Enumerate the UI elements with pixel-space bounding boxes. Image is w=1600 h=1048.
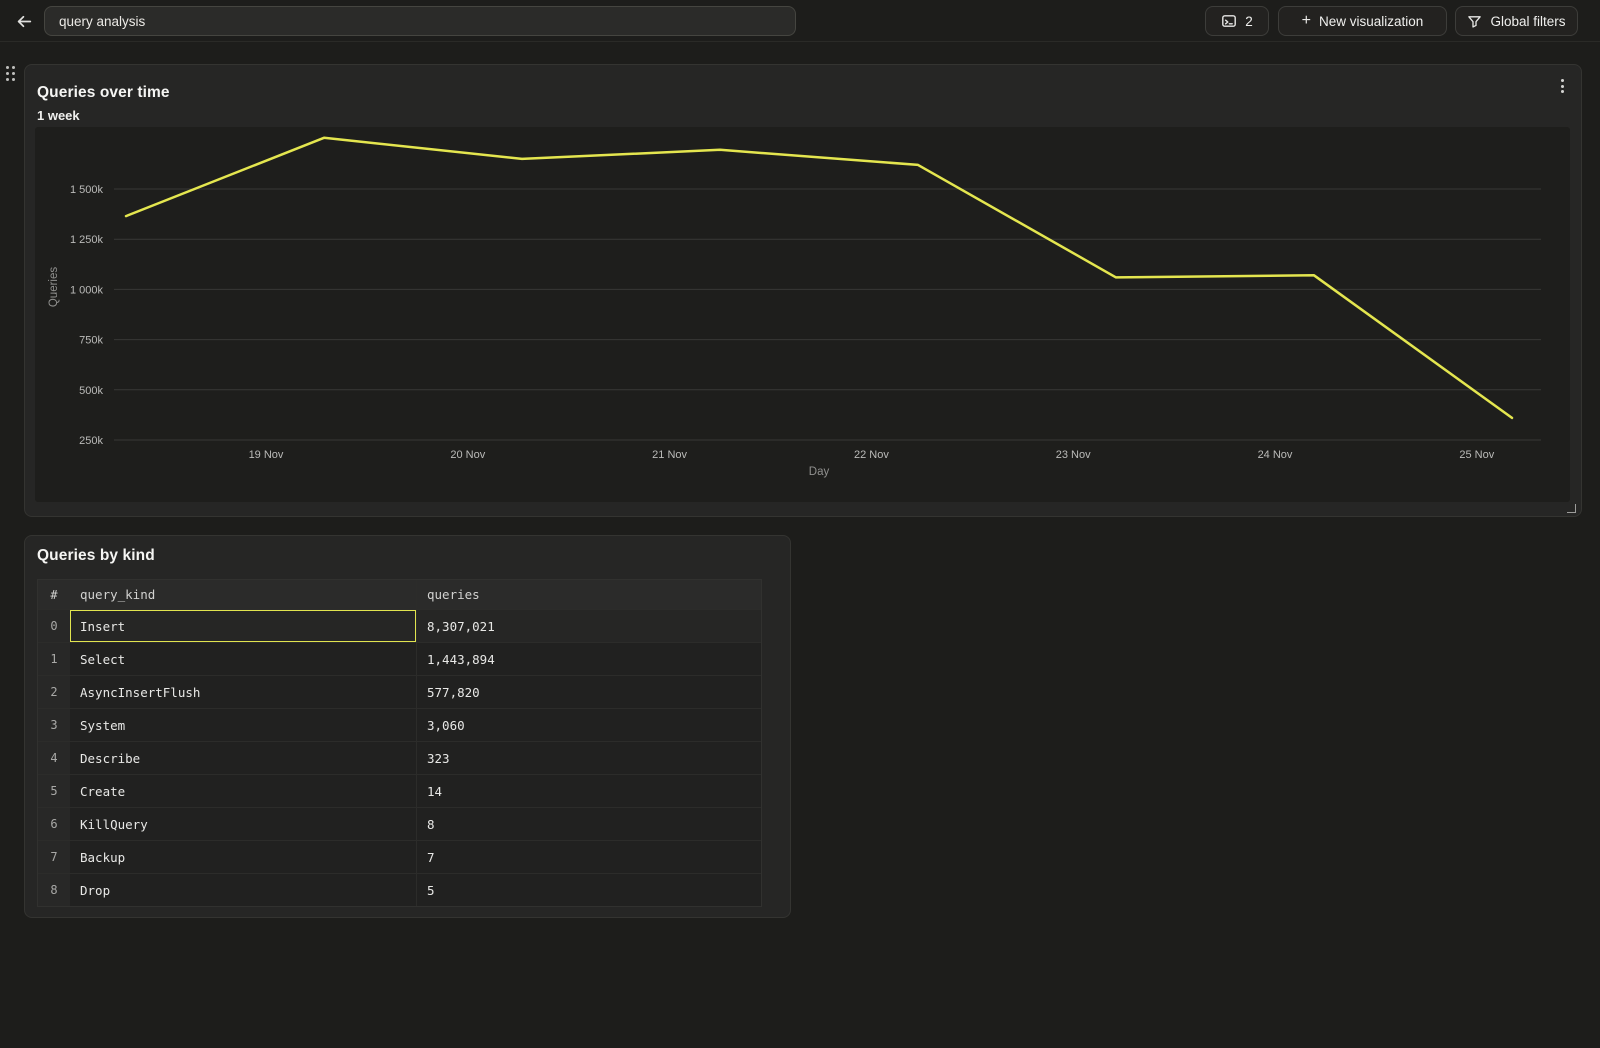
column-header-index[interactable]: # xyxy=(50,587,58,602)
query-kind-cell[interactable]: Drop xyxy=(80,882,111,898)
query-kind-cell[interactable]: AsyncInsertFlush xyxy=(80,684,201,700)
row-index-cell[interactable]: 4 xyxy=(38,742,70,774)
y-tick-label: 1 250k xyxy=(70,234,104,246)
queries-value-cell[interactable]: 14 xyxy=(416,775,761,807)
queries-value-cell[interactable]: 8 xyxy=(416,808,761,840)
top-bar: 2 + New visualization Global filters xyxy=(0,0,1600,42)
sql-console-icon xyxy=(1222,15,1237,27)
arrow-left-icon xyxy=(17,15,31,27)
queries-table: # query_kind queries 0 Insert 8,307,021 1 Se… xyxy=(37,579,762,907)
new-visualization-button[interactable]: + New visualization xyxy=(1278,6,1447,36)
x-tick-label: 19 Nov xyxy=(249,449,284,461)
queries-by-kind-panel: Queries by kind # query_kind queries 0 In… xyxy=(24,535,791,918)
query-kind-cell[interactable]: KillQuery xyxy=(80,816,148,832)
queries-value-cell[interactable]: 5 xyxy=(416,874,761,906)
query-kind-cell[interactable]: Backup xyxy=(80,849,126,865)
row-index-cell[interactable]: 7 xyxy=(38,841,70,873)
queries-series-line[interactable] xyxy=(124,136,1514,420)
global-filters-label: Global filters xyxy=(1490,13,1566,29)
y-tick-label: 500k xyxy=(79,385,103,397)
table-panel-title: Queries by kind xyxy=(37,547,155,564)
table-header-row: # query_kind queries xyxy=(38,580,761,609)
queries-value-cell[interactable]: 3,060 xyxy=(416,709,761,741)
y-axis-label: Queries xyxy=(48,267,60,308)
dashboard-title-input[interactable] xyxy=(44,6,796,36)
row-index-cell[interactable]: 5 xyxy=(38,775,70,807)
column-header-kind[interactable]: query_kind xyxy=(80,587,156,602)
query-kind-cell[interactable]: Create xyxy=(80,783,126,799)
x-tick-label: 25 Nov xyxy=(1459,449,1494,461)
panel-drag-handle[interactable] xyxy=(6,66,15,81)
queries-value-cell[interactable]: 1,443,894 xyxy=(416,643,761,675)
queries-value-cell[interactable]: 7 xyxy=(416,841,761,873)
funnel-icon xyxy=(1468,15,1482,28)
table-body: 0 Insert 8,307,021 1 Select 1,443,894 2 AsyncIn… xyxy=(38,609,761,906)
table-row: 4 Describe 323 xyxy=(38,741,761,774)
x-tick-label: 20 Nov xyxy=(450,449,485,461)
table-row: 0 Insert 8,307,021 xyxy=(38,609,761,642)
row-index-cell[interactable]: 8 xyxy=(38,874,70,906)
queries-value-cell[interactable]: 577,820 xyxy=(416,676,761,708)
row-index-cell[interactable]: 1 xyxy=(38,643,70,675)
x-tick-label: 21 Nov xyxy=(652,449,687,461)
x-tick-label: 23 Nov xyxy=(1056,449,1091,461)
query-kind-cell[interactable]: System xyxy=(80,717,126,733)
x-tick-label: 24 Nov xyxy=(1258,449,1293,461)
x-axis-label: Day xyxy=(809,466,830,478)
queries-value-cell[interactable]: 323 xyxy=(416,742,761,774)
line-chart[interactable]: 250k 500k 750k 1 000k 1 250k 1 500k 19 Nov 20 N… xyxy=(35,127,1570,502)
table-row: 6 KillQuery 8 xyxy=(38,807,761,840)
queries-value-cell[interactable]: 8,307,021 xyxy=(416,610,761,642)
column-header-queries[interactable]: queries xyxy=(416,580,761,609)
table-row: 7 Backup 7 xyxy=(38,840,761,873)
row-index-cell[interactable]: 0 xyxy=(38,610,70,642)
table-row: 5 Create 14 xyxy=(38,774,761,807)
table-row: 1 Select 1,443,894 xyxy=(38,642,761,675)
table-row: 3 System 3,060 xyxy=(38,708,761,741)
row-index-cell[interactable]: 2 xyxy=(38,676,70,708)
chart-canvas: 250k 500k 750k 1 000k 1 250k 1 500k 19 Nov 20 N… xyxy=(48,136,1541,478)
y-tick-label: 750k xyxy=(79,335,103,347)
query-kind-cell[interactable]: Insert xyxy=(70,610,416,642)
chart-panel-title: Queries over time xyxy=(37,84,170,101)
x-tick-label: 22 Nov xyxy=(854,449,889,461)
query-kind-cell[interactable]: Describe xyxy=(80,750,141,766)
sql-console-button[interactable]: 2 xyxy=(1205,6,1269,36)
table-row: 8 Drop 5 xyxy=(38,873,761,906)
kebab-menu-icon[interactable] xyxy=(1553,77,1571,95)
table-row: 2 AsyncInsertFlush 577,820 xyxy=(38,675,761,708)
console-count: 2 xyxy=(1245,13,1253,29)
row-index-cell[interactable]: 3 xyxy=(38,709,70,741)
global-filters-button[interactable]: Global filters xyxy=(1455,6,1578,36)
y-tick-label: 1 000k xyxy=(70,284,104,296)
corner-resize-icon[interactable] xyxy=(1567,504,1576,513)
y-tick-label: 250k xyxy=(79,435,103,447)
back-button[interactable] xyxy=(10,7,38,35)
row-index-cell[interactable]: 6 xyxy=(38,808,70,840)
plus-icon: + xyxy=(1301,12,1312,29)
y-tick-label: 1 500k xyxy=(70,184,104,196)
new-visualization-label: New visualization xyxy=(1319,13,1424,29)
chart-panel-subtitle: 1 week xyxy=(37,108,80,123)
query-kind-cell[interactable]: Select xyxy=(80,651,126,667)
queries-over-time-panel: Queries over time 1 week 250k 500k 750k 1 0… xyxy=(24,64,1582,517)
